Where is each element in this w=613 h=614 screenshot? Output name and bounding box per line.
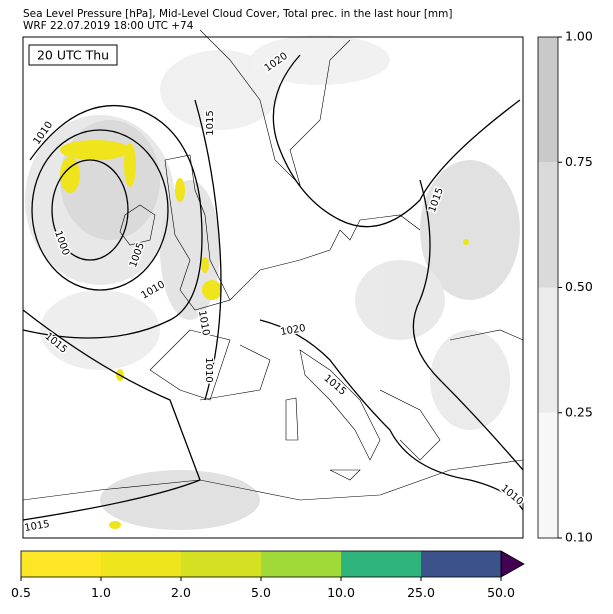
colorbar-tick-label: 0.5 [11, 585, 31, 600]
coastlines [22, 29, 524, 501]
colorbar-segment [538, 162, 558, 288]
map-frame [22, 36, 524, 539]
colorbar-segment [538, 412, 558, 538]
isobar-label: 1010 [203, 357, 214, 382]
colorbar-segment [101, 551, 181, 577]
colorbar-segment [538, 287, 558, 413]
colorbar-tick-label: 0.10 [565, 530, 593, 545]
precip-colorbar: 0.5 1.0 2.0 5.0 10.0 25.0 50.0 [11, 550, 525, 600]
colorbar-tick-label: 1.0 [91, 585, 111, 600]
time-label-box [28, 44, 118, 66]
time-label: 20 UTC Thu [37, 48, 109, 63]
map-title: Sea Level Pressure [hPa], Mid-Level Clou… [23, 8, 453, 20]
map-subtitle: WRF 22.07.2019 18:00 UTC +74 [23, 20, 194, 32]
colorbar-tick-label: 2.0 [171, 585, 191, 600]
isobars [22, 54, 524, 521]
colorbar-segment [21, 551, 101, 577]
colorbar-tick-label: 5.0 [251, 585, 271, 600]
colorbar-tick-label: 50.0 [487, 585, 515, 600]
colorbar-segment [341, 551, 421, 577]
colorbar-tick-label: 25.0 [407, 585, 435, 600]
colorbar-tick-label: 10.0 [327, 585, 355, 600]
isobar-label: 1015 [205, 110, 216, 135]
colorbar-extend [500, 550, 525, 578]
colorbar-segment [181, 551, 261, 577]
colorbar-tick-label: 0.75 [565, 154, 593, 169]
colorbar-tick-label: 0.50 [565, 279, 593, 294]
colorbar-tick-label: 1.00 [565, 29, 593, 44]
precipitation [60, 140, 469, 529]
colorbar-tick-label: 0.25 [565, 404, 593, 419]
colorbar-segment [261, 551, 341, 577]
colorbar-segment [538, 37, 558, 163]
colorbar-segment [421, 551, 501, 577]
cloud-colorbar: 0.10 0.25 0.50 0.75 1.00 [537, 29, 593, 545]
